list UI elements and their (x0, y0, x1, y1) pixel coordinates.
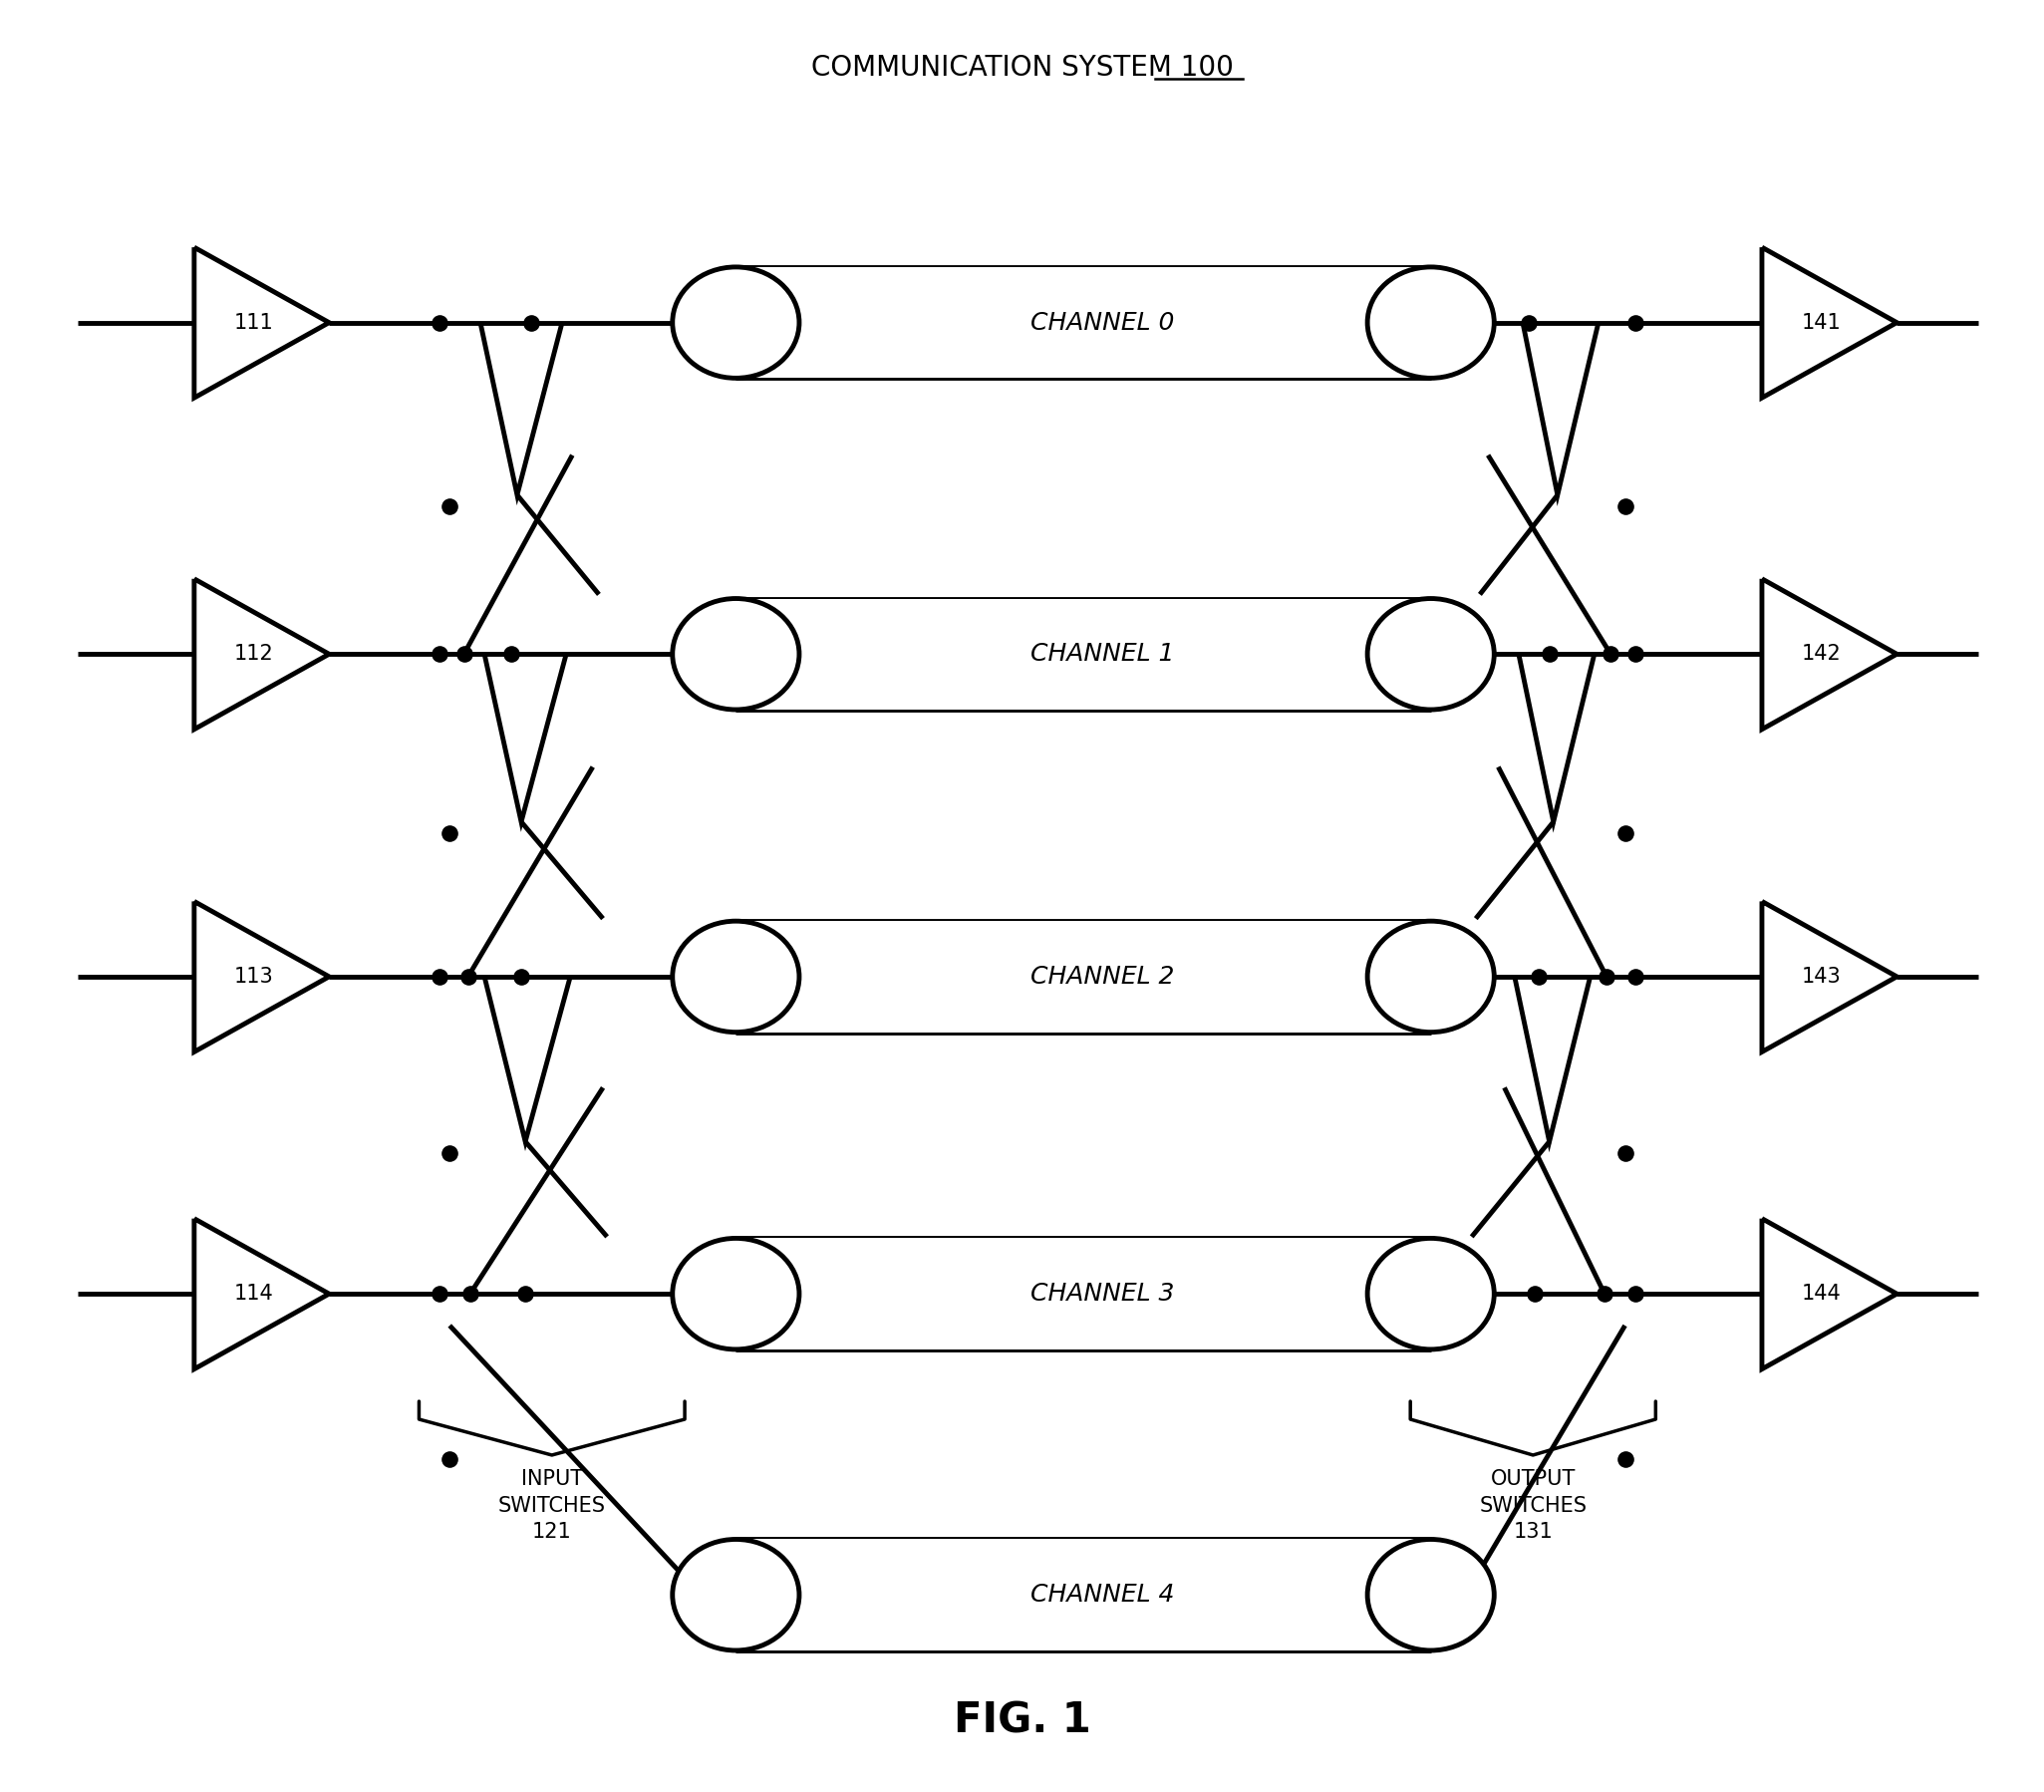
Point (1619, 640, 1652, 668)
Point (1609, 1444, 1641, 1473)
Point (1619, 1279, 1652, 1308)
Point (495, 640, 527, 668)
Text: 111: 111 (233, 312, 274, 333)
Point (454, 1279, 486, 1308)
Point (452, 962, 484, 991)
Point (1523, 962, 1555, 991)
Point (423, 1279, 456, 1308)
Ellipse shape (1367, 1238, 1494, 1349)
Bar (736, 921, 1431, 1032)
Text: 143: 143 (1801, 966, 1842, 987)
Point (1588, 1279, 1621, 1308)
Text: CHANNEL 1: CHANNEL 1 (1030, 642, 1173, 667)
Text: CHANNEL 3: CHANNEL 3 (1030, 1281, 1173, 1306)
Ellipse shape (1367, 1539, 1494, 1650)
Text: CHANNEL 0: CHANNEL 0 (1030, 310, 1173, 335)
Text: INPUT
SWITCHES
121: INPUT SWITCHES 121 (499, 1469, 605, 1541)
Text: CHANNEL 2: CHANNEL 2 (1030, 964, 1173, 989)
Point (1609, 1140, 1641, 1168)
Point (1609, 491, 1641, 520)
Point (433, 1140, 466, 1168)
Point (433, 1444, 466, 1473)
Point (1513, 308, 1545, 337)
Point (509, 1279, 542, 1308)
Point (1590, 962, 1623, 991)
Bar (736, 1539, 1431, 1650)
Text: 142: 142 (1801, 643, 1842, 665)
Text: CHANNEL 4: CHANNEL 4 (1030, 1582, 1173, 1607)
Point (505, 962, 538, 991)
Text: 112: 112 (233, 643, 274, 665)
Point (448, 640, 480, 668)
Text: COMMUNICATION SYSTEM 100: COMMUNICATION SYSTEM 100 (811, 54, 1233, 82)
Bar (736, 599, 1431, 710)
Point (433, 491, 466, 520)
Point (1594, 640, 1627, 668)
Ellipse shape (1367, 921, 1494, 1032)
Text: 144: 144 (1801, 1283, 1842, 1305)
Bar (736, 1238, 1431, 1349)
Ellipse shape (672, 1539, 799, 1650)
Ellipse shape (1367, 267, 1494, 378)
Point (1609, 819, 1641, 848)
Point (423, 308, 456, 337)
Bar (736, 267, 1431, 378)
Point (515, 308, 548, 337)
Point (1619, 962, 1652, 991)
Text: 114: 114 (233, 1283, 274, 1305)
Ellipse shape (672, 267, 799, 378)
Ellipse shape (1367, 599, 1494, 710)
Point (433, 819, 466, 848)
Point (1619, 308, 1652, 337)
Text: FIG. 1: FIG. 1 (953, 1701, 1091, 1742)
Point (423, 962, 456, 991)
Point (423, 640, 456, 668)
Ellipse shape (672, 921, 799, 1032)
Point (1519, 1279, 1551, 1308)
Text: OUTPUT
SWITCHES
131: OUTPUT SWITCHES 131 (1480, 1469, 1586, 1541)
Point (1533, 640, 1566, 668)
Ellipse shape (672, 1238, 799, 1349)
Text: 141: 141 (1801, 312, 1842, 333)
Ellipse shape (672, 599, 799, 710)
Text: 113: 113 (233, 966, 274, 987)
